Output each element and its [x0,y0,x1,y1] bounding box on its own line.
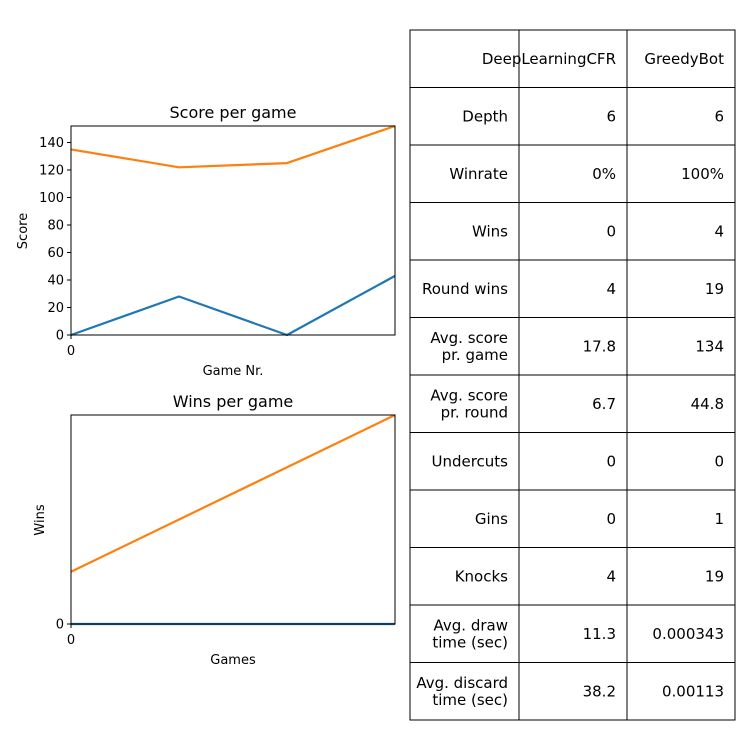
wins-y-ticks: 0 [56,618,71,633]
score-y-tick-label: 20 [47,301,64,316]
table-cell-value: 0.00113 [662,682,724,700]
table-cell-value: 44.8 [691,395,724,413]
score-y-tick-label: 60 [47,246,64,261]
score-y-axis-label: Score [16,213,31,249]
table-row-label: Avg. discard time (sec) [416,674,508,709]
table-cell [626,317,736,376]
table-cell-value: 100% [681,165,724,183]
table-cell [518,662,628,721]
score-y-tick-label: 40 [47,274,64,289]
table-header-cell: DeepLearningCFR [482,50,616,68]
table-cell-value: 19 [705,280,724,298]
table-cell [626,489,736,548]
table-cell [518,144,628,203]
score-y-tick-label: 0 [56,329,64,344]
table-cell [518,259,628,318]
table-cell [409,432,520,491]
table-cell [409,489,520,548]
table-row-label: Avg. score pr. game [430,329,508,364]
score-series-1-line [70,274,396,337]
wins-x-ticks: 0 [67,624,75,648]
table-cell [626,432,736,491]
table-cell-value: 134 [695,337,724,355]
table-row-label: Gins [475,510,508,528]
wins-per-game-chart: Wins per game 0 0 Games Wins [33,392,396,668]
score-series-group [70,124,396,337]
table-row-label: Undercuts [431,452,508,470]
table-cell-value: 0 [606,452,616,470]
score-x-ticks: 0 [67,335,75,359]
table-cell-value: 0.000343 [652,625,724,643]
score-y-tick-label: 140 [39,136,64,151]
table-header-cell: GreedyBot [644,50,724,68]
table-cell-value: 19 [705,567,724,585]
table-cell [518,547,628,606]
score-series-2-line [70,124,396,169]
table-cell [409,144,520,203]
table-cell-value: 38.2 [583,682,616,700]
table-cell-value: 6.7 [592,395,616,413]
table-cell [518,489,628,548]
table-row-label: Avg. draw time (sec) [432,616,508,651]
table-cell [409,604,520,663]
wins-y-tick-label: 0 [56,618,64,633]
score-y-tick-label: 80 [47,219,64,234]
table-cell [409,202,520,261]
table-cell-value: 0 [714,452,724,470]
wins-series-group [70,414,396,626]
wins-plot-frame [70,414,396,625]
score-plot-frame [70,125,396,336]
table-row-label: Knocks [455,567,508,585]
wins-chart-title: Wins per game [173,392,294,411]
table-cell [409,259,520,318]
table-cell [518,432,628,491]
table-row-label: Round wins [422,280,508,298]
table-cell-value: 4 [606,280,616,298]
stats-table: DeepLearningCFR GreedyBot Depth 6 6 Winrate 0%… [409,29,736,721]
table-cell [626,662,736,721]
table-cell-value: 6 [606,107,616,125]
score-y-ticks: 0 20 40 60 80 100 120 140 [39,136,71,344]
table-cell [626,259,736,318]
table-cell-value: 0 [606,510,616,528]
table-cell [518,87,628,146]
score-y-tick-label: 100 [39,191,64,206]
score-chart-title: Score per game [170,103,297,122]
table-cell-value: 11.3 [583,625,616,643]
table-cell-value: 0 [606,222,616,240]
score-per-game-chart: Score per game 0 20 40 60 80 100 120 140 0 Game… [16,103,396,379]
table-cell [409,317,520,376]
table-cell [626,547,736,606]
wins-x-tick-label: 0 [67,633,75,648]
table-row-label: Winrate [449,165,508,183]
table-cell-value: 6 [714,107,724,125]
table-cell-value: 4 [606,567,616,585]
table-cell [518,604,628,663]
table-row-label: Depth [462,107,508,125]
score-x-tick-label: 0 [67,344,75,359]
table-cell [626,144,736,203]
wins-series-2-line [70,414,396,573]
table-cell [626,374,736,433]
table-cell-value: 17.8 [583,337,616,355]
table-row-label: Avg. score pr. round [430,386,508,421]
table-cell [626,87,736,146]
table-cell-value: 1 [714,510,724,528]
table-cell-value: 0% [592,165,616,183]
table-row-label: Wins [472,222,508,240]
score-y-tick-label: 120 [39,164,64,179]
table-cell [518,317,628,376]
wins-y-axis-label: Wins [33,504,48,535]
table-cell [409,662,520,721]
table-cell-value: 4 [714,222,724,240]
wins-x-axis-label: Games [210,653,256,668]
table-cell [626,604,736,663]
table-cell [626,202,736,261]
table-cell [518,374,628,433]
score-x-axis-label: Game Nr. [203,364,264,379]
